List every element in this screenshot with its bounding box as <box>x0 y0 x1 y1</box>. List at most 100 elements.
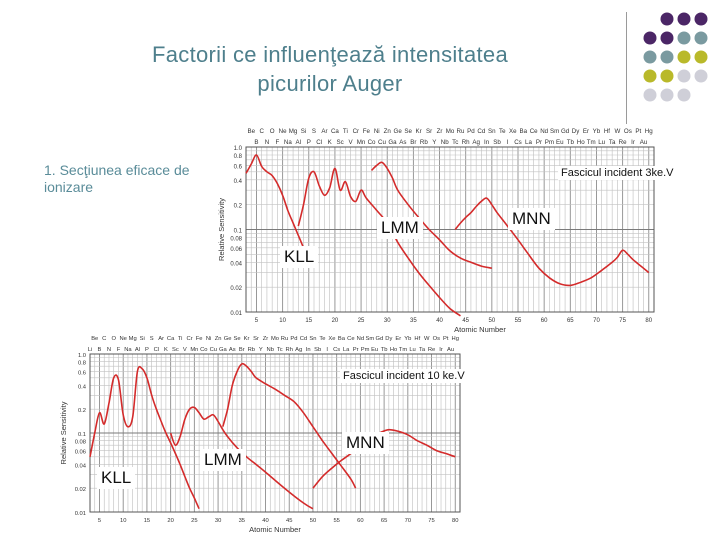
x-tick-label: 80 <box>452 518 458 524</box>
y-axis-label: Relative Sensitivity <box>217 198 226 261</box>
y-tick-label: 0.02 <box>75 487 86 493</box>
beam-label-bottom: Fascicul incident 10 ke.V <box>340 369 468 383</box>
series-line-kll <box>245 154 310 261</box>
element-symbol: Cu <box>210 347 217 353</box>
element-symbol: Er <box>395 336 401 342</box>
element-symbol: Pr <box>536 139 542 146</box>
element-symbol: Ca <box>167 336 175 342</box>
y-tick-label: 0.6 <box>78 371 86 377</box>
element-symbol: S <box>150 336 154 342</box>
element-symbol: Te <box>319 336 325 342</box>
decorative-dot <box>643 69 657 83</box>
x-tick-label: 25 <box>191 518 197 524</box>
decorative-dot <box>660 69 674 83</box>
element-symbol: Mn <box>190 347 198 353</box>
element-symbol: Yb <box>404 336 411 342</box>
element-symbol: Na <box>124 347 132 353</box>
element-symbol: Br <box>239 347 245 353</box>
element-symbol: F <box>117 347 121 353</box>
x-tick-label: 60 <box>541 318 548 324</box>
x-tick-label: 5 <box>98 518 101 524</box>
element-symbol: Zn <box>384 128 392 135</box>
element-symbol: I <box>507 139 509 146</box>
element-symbol: Sb <box>493 139 501 146</box>
element-symbol: Ge <box>394 128 403 135</box>
chart-top-kll-label: KLL <box>280 246 319 268</box>
element-symbol: Cd <box>477 128 485 135</box>
x-tick-label: 50 <box>310 518 316 524</box>
decorative-dot <box>694 69 708 83</box>
element-symbol: Cu <box>378 139 386 146</box>
element-symbol: Al <box>296 139 302 146</box>
element-symbol: Kr <box>416 128 422 135</box>
x-tick-label: 45 <box>462 318 469 324</box>
x-tick-label: 20 <box>332 318 339 324</box>
element-symbol: Yb <box>593 128 601 135</box>
y-tick-label: 0.8 <box>234 154 243 160</box>
element-symbol: Ta <box>609 139 616 146</box>
element-symbol: F <box>275 139 279 146</box>
chart-bottom-kll-label: KLL <box>97 467 136 489</box>
x-tick-label: 70 <box>405 518 411 524</box>
element-symbol: In <box>306 347 311 353</box>
element-symbol: Al <box>135 347 140 353</box>
element-symbol: Zr <box>437 128 443 135</box>
element-symbol: Ta <box>419 347 426 353</box>
x-tick-label: 80 <box>645 318 652 324</box>
series-line-kll <box>89 365 200 510</box>
element-symbol: Ca <box>331 128 339 135</box>
x-tick-label: 40 <box>436 318 443 324</box>
x-tick-label: 50 <box>489 318 496 324</box>
element-symbol: Re <box>428 347 435 353</box>
element-symbol: Nd <box>357 336 364 342</box>
element-symbol: Pt <box>443 336 449 342</box>
y-tick-label: 0.04 <box>230 261 242 267</box>
decorative-dot <box>660 50 674 64</box>
element-symbol: Ce <box>530 128 538 135</box>
decorative-dot <box>643 31 657 45</box>
x-axis-label: Atomic Number <box>454 325 506 334</box>
plot-frame <box>245 146 655 313</box>
element-symbol: Sr <box>426 128 432 135</box>
element-symbol: Dy <box>572 128 580 135</box>
x-tick-label: 10 <box>279 318 286 324</box>
element-symbol: S <box>312 128 316 135</box>
element-symbol: Ga <box>219 347 228 353</box>
element-symbol: C <box>102 336 106 342</box>
decorative-dot <box>677 50 691 64</box>
y-tick-label: 0.2 <box>78 408 86 414</box>
element-symbol: Na <box>284 139 292 146</box>
element-symbol: V <box>183 347 187 353</box>
y-tick-label: 0.08 <box>230 236 242 242</box>
y-tick-label: 0.4 <box>78 384 87 390</box>
x-tick-label: 25 <box>358 318 365 324</box>
x-tick-label: 65 <box>381 518 387 524</box>
element-symbol: N <box>107 347 111 353</box>
decorative-dot <box>660 12 674 26</box>
element-symbol: Ge <box>224 336 232 342</box>
beam-label-top: Fascicul incident 3ke.V <box>558 166 677 180</box>
decorative-dot <box>660 31 674 45</box>
element-symbol: Rb <box>248 347 255 353</box>
element-symbol: Y <box>432 139 436 146</box>
element-symbol: B <box>254 139 258 146</box>
y-axis-label: Relative Sensitivity <box>59 401 68 464</box>
element-symbol: Au <box>640 139 648 146</box>
y-tick-label: 0.1 <box>234 229 243 235</box>
y-tick-label: 1.0 <box>78 353 86 359</box>
decorative-dot <box>694 12 708 26</box>
y-tick-label: 0.01 <box>230 311 242 317</box>
x-tick-label: 45 <box>286 518 292 524</box>
element-symbol: Sb <box>314 347 321 353</box>
element-symbol: Sr <box>253 336 259 342</box>
element-symbol: Rh <box>286 347 293 353</box>
element-symbol: Be <box>91 336 98 342</box>
chart-top-mnn-label: MNN <box>508 208 555 230</box>
element-symbol: Ne <box>279 128 287 135</box>
element-symbol: K <box>164 347 168 353</box>
element-symbol: W <box>424 336 430 342</box>
element-symbol: Mo <box>446 128 455 135</box>
element-symbol: Cs <box>333 347 340 353</box>
x-tick-label: 40 <box>262 518 268 524</box>
decorative-dot <box>677 88 691 102</box>
